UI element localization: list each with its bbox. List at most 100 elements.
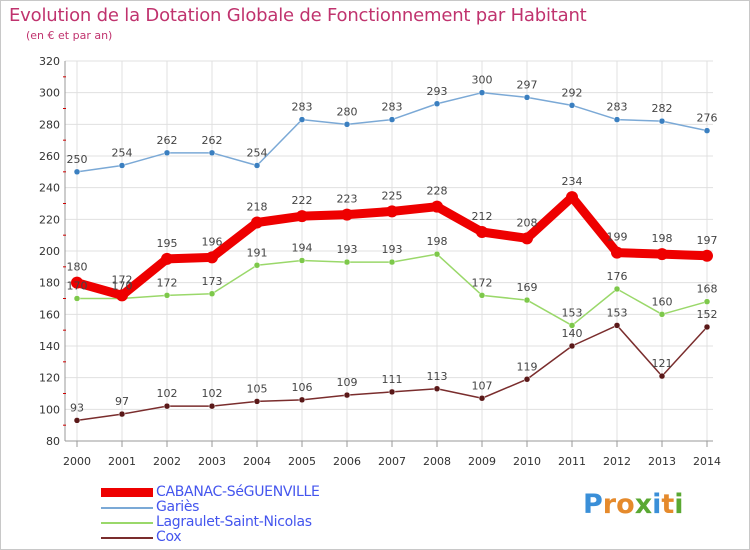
- y-tick-label-260: 260: [39, 150, 60, 163]
- data-label-cabanac-2006: 223: [337, 193, 358, 206]
- logo-letter: i: [652, 489, 662, 520]
- data-label-cabanac-2012: 199: [607, 231, 628, 244]
- data-label-cox-2004: 105: [247, 382, 268, 395]
- x-tick-label-2002: 2002: [153, 455, 181, 468]
- data-label-cox-2001: 97: [115, 395, 129, 408]
- data-label-garies-2003: 262: [202, 134, 223, 147]
- data-label-cabanac-2009: 212: [472, 210, 493, 223]
- y-tick-label-240: 240: [39, 182, 60, 195]
- proxiti-logo: Proxiti: [583, 489, 684, 520]
- legend-label-lagraulet: Lagraulet-Saint-Nicolas: [156, 514, 312, 530]
- chart-title: Evolution de la Dotation Globale de Fonc…: [9, 5, 587, 26]
- data-label-lagraulet-2004: 191: [247, 246, 268, 259]
- data-point-garies-2001: [118, 162, 126, 169]
- data-point-cabanac-2005: [296, 210, 308, 223]
- x-tick-label-2004: 2004: [243, 455, 271, 468]
- data-point-garies-2010: [523, 94, 531, 101]
- data-point-cabanac-2001: [116, 289, 128, 302]
- data-label-cabanac-2008: 228: [427, 185, 448, 198]
- data-label-garies-2010: 297: [517, 78, 538, 91]
- data-label-lagraulet-2014: 168: [697, 283, 718, 296]
- legend-swatch-lagraulet: [101, 522, 153, 524]
- logo-letter: o: [616, 489, 635, 520]
- data-label-garies-2007: 283: [382, 101, 403, 114]
- x-tick-label-2007: 2007: [378, 455, 406, 468]
- data-point-cabanac-2014: [701, 249, 713, 262]
- legend-label-cox: Cox: [156, 529, 182, 545]
- y-tick-label-220: 220: [39, 213, 60, 226]
- data-label-garies-2005: 283: [292, 101, 313, 114]
- data-label-cox-2012: 153: [607, 306, 628, 319]
- data-point-cox-2011: [568, 342, 576, 350]
- data-point-cox-2001: [118, 410, 126, 418]
- data-point-lagraulet-2006: [343, 258, 351, 266]
- line-chart: 80 100 120 140 160 180 200 220 240 260 280 300 320 20…: [39, 55, 721, 468]
- data-point-lagraulet-2007: [388, 258, 396, 266]
- data-label-garies-2009: 300: [472, 74, 493, 87]
- data-point-lagraulet-2008: [433, 250, 441, 258]
- data-point-garies-2004: [253, 162, 261, 169]
- data-point-cabanac-2004: [251, 216, 263, 229]
- data-label-cabanac-2011: 234: [562, 175, 583, 188]
- data-point-cox-2004: [253, 398, 261, 405]
- logo-letter: P: [583, 489, 603, 520]
- x-tick-label-2005: 2005: [288, 455, 316, 468]
- data-point-lagraulet-2004: [253, 262, 261, 269]
- data-label-cox-2002: 102: [157, 387, 178, 400]
- data-label-garies-2000: 250: [67, 153, 88, 166]
- data-point-lagraulet-2011: [568, 322, 576, 329]
- data-label-cox-2007: 111: [382, 373, 403, 386]
- data-label-lagraulet-2005: 194: [292, 242, 313, 255]
- y-tick-label-280: 280: [39, 118, 60, 131]
- data-point-cox-2006: [343, 391, 351, 399]
- data-point-lagraulet-2005: [298, 257, 306, 264]
- y-tick-label-320: 320: [39, 55, 60, 68]
- x-tick-label-2009: 2009: [468, 455, 496, 468]
- data-label-cabanac-2005: 222: [292, 194, 313, 207]
- data-label-cabanac-2001: 172: [112, 273, 133, 286]
- data-label-garies-2006: 280: [337, 105, 358, 118]
- legend-swatch-garies: [101, 507, 153, 509]
- data-label-cabanac-2000: 180: [67, 261, 88, 274]
- data-point-garies-2005: [298, 116, 306, 123]
- data-label-garies-2012: 283: [607, 101, 628, 114]
- data-label-garies-2013: 282: [652, 102, 673, 115]
- data-point-cox-2002: [163, 402, 171, 410]
- data-point-cox-2012: [613, 322, 621, 329]
- data-label-cox-2005: 106: [292, 381, 313, 394]
- data-label-cox-2014: 152: [697, 308, 718, 321]
- legend-label-garies: Gariès: [156, 499, 200, 515]
- data-label-cox-2011: 140: [562, 327, 583, 340]
- data-label-cabanac-2004: 218: [247, 201, 268, 214]
- legend-swatch-cabanac: [101, 488, 153, 497]
- legend-swatch-cox: [101, 537, 153, 539]
- logo-letter: t: [661, 489, 675, 520]
- data-label-cabanac-2013: 198: [652, 232, 673, 245]
- data-point-garies-2002: [163, 149, 171, 157]
- data-point-lagraulet-2013: [658, 311, 666, 318]
- chart-subtitle: (en € et par an): [26, 29, 113, 42]
- y-tick-label-80: 80: [46, 435, 60, 448]
- data-point-garies-2014: [703, 127, 711, 134]
- data-point-garies-2003: [208, 149, 216, 157]
- y-tick-label-180: 180: [39, 277, 60, 290]
- data-label-lagraulet-2003: 173: [202, 275, 223, 288]
- data-point-cabanac-2003: [206, 251, 218, 264]
- x-tick-label-2008: 2008: [423, 455, 451, 468]
- y-tick-label-100: 100: [39, 403, 60, 416]
- data-point-lagraulet-2000: [73, 295, 81, 302]
- logo-letter: r: [602, 489, 617, 520]
- data-point-garies-2011: [568, 102, 576, 109]
- data-point-cabanac-2012: [611, 246, 623, 259]
- data-point-garies-2006: [343, 121, 351, 128]
- x-tick-label-2010: 2010: [513, 455, 541, 468]
- data-point-garies-2000: [73, 168, 81, 176]
- data-point-lagraulet-2014: [703, 298, 711, 305]
- data-point-cabanac-2008: [431, 200, 443, 213]
- x-tick-label-2012: 2012: [603, 455, 631, 468]
- data-label-lagraulet-2013: 160: [652, 295, 673, 308]
- data-label-lagraulet-2006: 193: [337, 243, 358, 256]
- data-label-cox-2010: 119: [517, 360, 538, 373]
- data-label-lagraulet-2002: 172: [157, 276, 178, 289]
